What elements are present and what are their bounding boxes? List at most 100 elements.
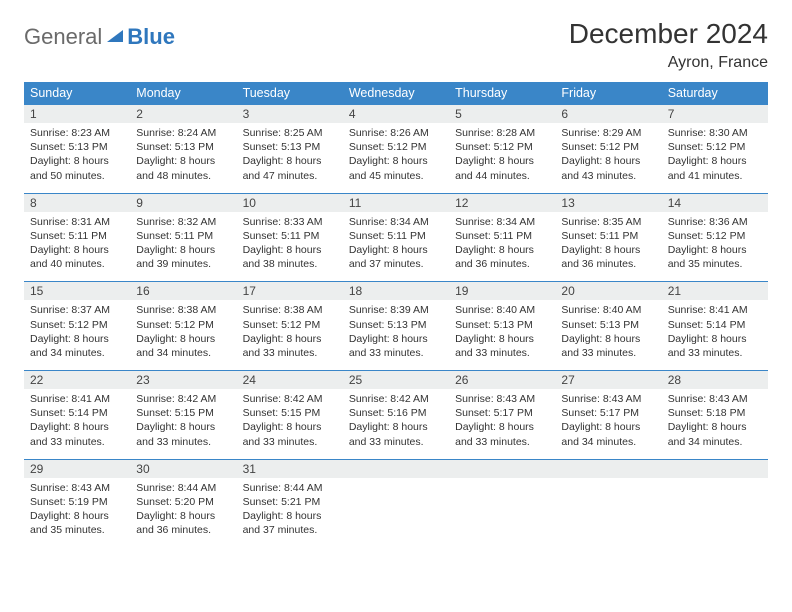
sunrise-line: Sunrise: 8:42 AM <box>136 392 230 406</box>
day-details: Sunrise: 8:43 AMSunset: 5:18 PMDaylight:… <box>662 389 768 459</box>
day-number: 30 <box>130 460 236 478</box>
brand-part2: Blue <box>127 24 175 50</box>
calendar-cell: 8Sunrise: 8:31 AMSunset: 5:11 PMDaylight… <box>24 193 130 282</box>
day-cell: 31Sunrise: 8:44 AMSunset: 5:21 PMDayligh… <box>237 459 343 548</box>
day-cell: 2Sunrise: 8:24 AMSunset: 5:13 PMDaylight… <box>130 104 236 193</box>
day-number: 28 <box>662 371 768 389</box>
sunset-line: Sunset: 5:11 PM <box>136 229 230 243</box>
day-cell: 13Sunrise: 8:35 AMSunset: 5:11 PMDayligh… <box>555 193 661 282</box>
calendar-cell: 9Sunrise: 8:32 AMSunset: 5:11 PMDaylight… <box>130 193 236 282</box>
weekday-header: Tuesday <box>237 82 343 104</box>
calendar-cell: 31Sunrise: 8:44 AMSunset: 5:21 PMDayligh… <box>237 459 343 548</box>
day-cell: 27Sunrise: 8:43 AMSunset: 5:17 PMDayligh… <box>555 370 661 459</box>
day-number: 26 <box>449 371 555 389</box>
sunset-line: Sunset: 5:12 PM <box>243 318 337 332</box>
sunrise-line: Sunrise: 8:35 AM <box>561 215 655 229</box>
calendar-cell: 18Sunrise: 8:39 AMSunset: 5:13 PMDayligh… <box>343 281 449 370</box>
title-month: December 2024 <box>569 18 768 50</box>
daylight-line: Daylight: 8 hours and 33 minutes. <box>30 420 124 448</box>
sunset-line: Sunset: 5:17 PM <box>561 406 655 420</box>
calendar-cell: 10Sunrise: 8:33 AMSunset: 5:11 PMDayligh… <box>237 193 343 282</box>
day-number: 6 <box>555 105 661 123</box>
day-details: Sunrise: 8:23 AMSunset: 5:13 PMDaylight:… <box>24 123 130 193</box>
sunrise-line: Sunrise: 8:43 AM <box>455 392 549 406</box>
calendar-week-row: 1Sunrise: 8:23 AMSunset: 5:13 PMDaylight… <box>24 104 768 193</box>
calendar-cell: 26Sunrise: 8:43 AMSunset: 5:17 PMDayligh… <box>449 370 555 459</box>
day-cell: 11Sunrise: 8:34 AMSunset: 5:11 PMDayligh… <box>343 193 449 282</box>
daylight-line: Daylight: 8 hours and 33 minutes. <box>136 420 230 448</box>
weekday-header: Wednesday <box>343 82 449 104</box>
day-number: 5 <box>449 105 555 123</box>
calendar-cell <box>449 459 555 548</box>
day-number: 20 <box>555 282 661 300</box>
calendar-cell: 14Sunrise: 8:36 AMSunset: 5:12 PMDayligh… <box>662 193 768 282</box>
day-cell: 5Sunrise: 8:28 AMSunset: 5:12 PMDaylight… <box>449 104 555 193</box>
sunrise-line: Sunrise: 8:28 AM <box>455 126 549 140</box>
sunset-line: Sunset: 5:12 PM <box>349 140 443 154</box>
daylight-line: Daylight: 8 hours and 35 minutes. <box>668 243 762 271</box>
daylight-line: Daylight: 8 hours and 41 minutes. <box>668 154 762 182</box>
sunset-line: Sunset: 5:11 PM <box>30 229 124 243</box>
calendar-cell: 2Sunrise: 8:24 AMSunset: 5:13 PMDaylight… <box>130 104 236 193</box>
calendar-cell: 11Sunrise: 8:34 AMSunset: 5:11 PMDayligh… <box>343 193 449 282</box>
sunset-line: Sunset: 5:12 PM <box>668 229 762 243</box>
daylight-line: Daylight: 8 hours and 36 minutes. <box>561 243 655 271</box>
day-details: Sunrise: 8:44 AMSunset: 5:21 PMDaylight:… <box>237 478 343 548</box>
brand-part1: General <box>24 24 102 50</box>
day-cell: 15Sunrise: 8:37 AMSunset: 5:12 PMDayligh… <box>24 281 130 370</box>
calendar-cell: 4Sunrise: 8:26 AMSunset: 5:12 PMDaylight… <box>343 104 449 193</box>
daylight-line: Daylight: 8 hours and 48 minutes. <box>136 154 230 182</box>
daylight-line: Daylight: 8 hours and 36 minutes. <box>455 243 549 271</box>
day-number: 11 <box>343 194 449 212</box>
title-location: Ayron, France <box>569 54 768 72</box>
empty-cell <box>449 459 555 478</box>
day-cell: 19Sunrise: 8:40 AMSunset: 5:13 PMDayligh… <box>449 281 555 370</box>
calendar-week-row: 15Sunrise: 8:37 AMSunset: 5:12 PMDayligh… <box>24 281 768 370</box>
day-details: Sunrise: 8:43 AMSunset: 5:19 PMDaylight:… <box>24 478 130 548</box>
sunset-line: Sunset: 5:11 PM <box>455 229 549 243</box>
sunrise-line: Sunrise: 8:24 AM <box>136 126 230 140</box>
sunrise-line: Sunrise: 8:43 AM <box>30 481 124 495</box>
sunset-line: Sunset: 5:12 PM <box>455 140 549 154</box>
sunrise-line: Sunrise: 8:38 AM <box>243 303 337 317</box>
day-cell: 10Sunrise: 8:33 AMSunset: 5:11 PMDayligh… <box>237 193 343 282</box>
empty-daynum <box>343 460 449 478</box>
calendar-cell: 13Sunrise: 8:35 AMSunset: 5:11 PMDayligh… <box>555 193 661 282</box>
sunset-line: Sunset: 5:15 PM <box>136 406 230 420</box>
daylight-line: Daylight: 8 hours and 33 minutes. <box>349 420 443 448</box>
calendar-week-row: 29Sunrise: 8:43 AMSunset: 5:19 PMDayligh… <box>24 459 768 548</box>
triangle-icon <box>107 30 123 42</box>
day-number: 25 <box>343 371 449 389</box>
day-details: Sunrise: 8:36 AMSunset: 5:12 PMDaylight:… <box>662 212 768 282</box>
day-number: 9 <box>130 194 236 212</box>
day-number: 1 <box>24 105 130 123</box>
daylight-line: Daylight: 8 hours and 34 minutes. <box>561 420 655 448</box>
calendar-week-row: 22Sunrise: 8:41 AMSunset: 5:14 PMDayligh… <box>24 370 768 459</box>
sunrise-line: Sunrise: 8:30 AM <box>668 126 762 140</box>
sunset-line: Sunset: 5:11 PM <box>243 229 337 243</box>
sunset-line: Sunset: 5:20 PM <box>136 495 230 509</box>
sunrise-line: Sunrise: 8:40 AM <box>561 303 655 317</box>
day-details: Sunrise: 8:41 AMSunset: 5:14 PMDaylight:… <box>662 300 768 370</box>
calendar-cell: 7Sunrise: 8:30 AMSunset: 5:12 PMDaylight… <box>662 104 768 193</box>
day-number: 4 <box>343 105 449 123</box>
calendar-cell <box>343 459 449 548</box>
empty-cell <box>662 459 768 478</box>
sunset-line: Sunset: 5:12 PM <box>561 140 655 154</box>
empty-cell <box>343 459 449 478</box>
calendar-cell: 12Sunrise: 8:34 AMSunset: 5:11 PMDayligh… <box>449 193 555 282</box>
sunset-line: Sunset: 5:21 PM <box>243 495 337 509</box>
weekday-header: Thursday <box>449 82 555 104</box>
day-number: 18 <box>343 282 449 300</box>
sunset-line: Sunset: 5:11 PM <box>561 229 655 243</box>
day-cell: 14Sunrise: 8:36 AMSunset: 5:12 PMDayligh… <box>662 193 768 282</box>
calendar-cell <box>662 459 768 548</box>
day-cell: 18Sunrise: 8:39 AMSunset: 5:13 PMDayligh… <box>343 281 449 370</box>
day-details: Sunrise: 8:42 AMSunset: 5:15 PMDaylight:… <box>237 389 343 459</box>
sunset-line: Sunset: 5:15 PM <box>243 406 337 420</box>
daylight-line: Daylight: 8 hours and 33 minutes. <box>561 332 655 360</box>
daylight-line: Daylight: 8 hours and 45 minutes. <box>349 154 443 182</box>
day-number: 21 <box>662 282 768 300</box>
sunrise-line: Sunrise: 8:44 AM <box>243 481 337 495</box>
day-details: Sunrise: 8:38 AMSunset: 5:12 PMDaylight:… <box>237 300 343 370</box>
